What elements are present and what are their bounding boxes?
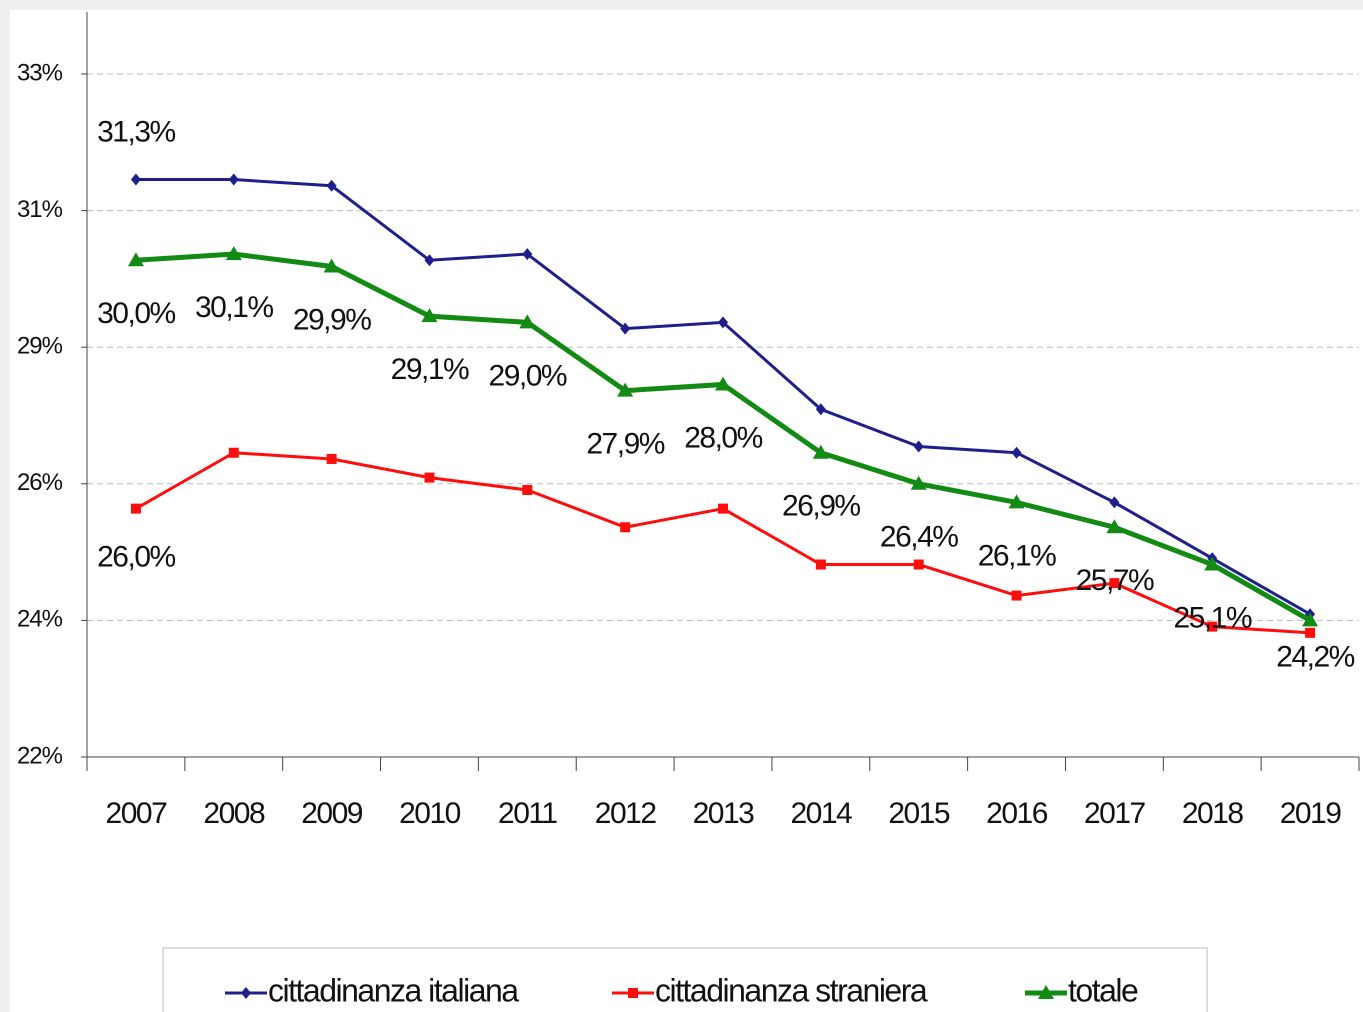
x-tick-label: 2008 — [203, 797, 265, 830]
point-marker — [815, 559, 826, 570]
legend-label: cittadinanza italiana — [268, 972, 519, 1008]
point-marker — [323, 258, 340, 273]
y-tick-label: 31% — [17, 196, 63, 223]
point-marker — [424, 254, 435, 267]
point-marker — [1305, 627, 1316, 638]
y-tick-label: 26% — [17, 469, 63, 496]
data-label: 26,0% — [97, 541, 175, 574]
x-tick-label: 2019 — [1280, 797, 1342, 830]
chart-area — [10, 10, 1363, 1012]
legend-box — [162, 947, 1208, 1012]
point-marker — [1302, 612, 1319, 627]
data-label: 24,2% — [1276, 640, 1354, 673]
x-tick-label: 2011 — [498, 797, 557, 830]
y-tick-label: 24% — [17, 606, 63, 633]
data-label: 25,1% — [1173, 601, 1251, 634]
point-marker — [715, 376, 731, 391]
x-tick-label: 2013 — [693, 797, 755, 830]
data-label: 26,9% — [782, 490, 860, 523]
x-tick-label: 2016 — [986, 797, 1048, 830]
data-label: 25,7% — [1076, 564, 1154, 597]
data-label: 28,0% — [684, 421, 762, 454]
point-marker — [130, 173, 141, 186]
data-label: 26,4% — [880, 521, 958, 554]
point-marker — [812, 444, 829, 459]
point-marker — [228, 173, 239, 186]
data-label: 31,3% — [97, 115, 175, 148]
point-marker — [326, 179, 337, 192]
x-tick-label: 2014 — [790, 797, 852, 830]
point-marker — [1008, 494, 1025, 509]
point-marker — [522, 485, 533, 496]
point-marker — [424, 472, 435, 483]
point-marker — [130, 503, 141, 514]
data-label: 29,9% — [293, 303, 371, 336]
x-tick-label: 2012 — [595, 797, 657, 830]
y-tick-label: 33% — [17, 59, 63, 86]
point-marker — [1011, 590, 1022, 601]
point-marker — [815, 403, 826, 416]
x-tick-label: 2018 — [1182, 797, 1244, 830]
point-marker — [718, 503, 728, 514]
point-marker — [225, 246, 242, 261]
point-marker — [1204, 556, 1221, 571]
legend-marker — [1038, 985, 1054, 999]
data-label: 30,0% — [97, 297, 175, 330]
data-label: 29,0% — [489, 359, 567, 392]
point-marker — [326, 453, 337, 464]
x-tick-label: 2010 — [399, 797, 461, 830]
point-marker — [1109, 496, 1120, 509]
x-tick-label: 2015 — [888, 797, 950, 830]
point-marker — [519, 314, 536, 329]
data-label: 26,1% — [978, 539, 1056, 572]
point-marker — [1011, 446, 1022, 459]
point-marker — [1106, 519, 1123, 534]
legend-marker — [628, 988, 638, 998]
point-marker — [913, 440, 924, 453]
y-tick-label: 22% — [17, 742, 63, 769]
y-tick-label: 29% — [17, 333, 63, 360]
point-marker — [617, 382, 634, 397]
point-marker — [522, 248, 533, 261]
data-label: 27,9% — [586, 428, 664, 461]
x-tick-label: 2017 — [1084, 797, 1146, 830]
legend-marker — [241, 987, 251, 999]
point-marker — [228, 447, 239, 458]
point-marker — [1109, 578, 1120, 589]
x-tick-label: 2007 — [106, 797, 168, 830]
point-marker — [910, 475, 927, 490]
point-marker — [913, 559, 924, 570]
point-marker — [421, 308, 438, 323]
point-marker — [127, 252, 144, 267]
data-label: 29,1% — [391, 353, 469, 386]
x-tick-label: 2009 — [301, 797, 363, 830]
data-label: 30,1% — [195, 291, 273, 324]
point-marker — [620, 522, 631, 533]
legend-label: cittadinanza straniera — [655, 972, 928, 1008]
point-marker — [1207, 621, 1218, 632]
point-marker — [718, 316, 728, 329]
point-marker — [620, 322, 631, 335]
legend-label: totale — [1068, 972, 1138, 1008]
